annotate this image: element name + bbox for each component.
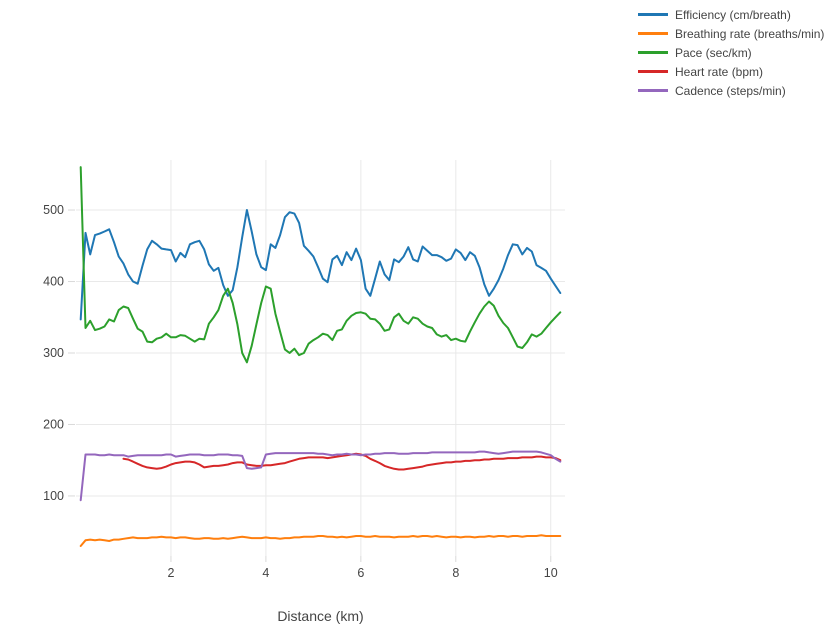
series-line-breathing-rate-breaths-min [79,534,562,547]
series-line-heart-rate-bpm [122,452,562,471]
axis-tick-labels: 100 200 300 400 500 2 4 6 8 10 [43,203,558,580]
legend-label: Heart rate (bpm) [675,64,764,79]
legend-line-swatch [638,70,668,73]
legend: Efficiency (cm/breath) Breathing rate (br… [638,5,824,100]
legend-line-swatch [638,51,668,54]
legend-label: Efficiency (cm/breath) [675,7,791,22]
series-line-efficiency-cm-breath [79,209,562,321]
legend-item-pace-sec-km[interactable]: Pace (sec/km) [638,43,824,62]
series-line-pace-sec-km [79,166,562,364]
legend-label: Pace (sec/km) [675,45,752,60]
x-tick-label: 4 [262,566,269,580]
gridlines [76,160,565,556]
y-tick-label: 300 [43,346,64,360]
data-series [79,166,562,547]
x-tick-label: 6 [357,566,364,580]
y-tick-label: 400 [43,275,64,289]
series-line-cadence-steps-min [79,450,562,502]
x-tick-label: 10 [544,566,558,580]
legend-label: Cadence (steps/min) [675,83,786,98]
legend-item-heart-rate-bpm[interactable]: Heart rate (bpm) [638,62,824,81]
x-tick-label: 8 [452,566,459,580]
x-tick-label: 2 [167,566,174,580]
legend-item-efficiency-cm-breath[interactable]: Efficiency (cm/breath) [638,5,824,24]
axis-ticks [68,209,552,562]
y-tick-label: 500 [43,203,64,217]
legend-line-swatch [638,13,668,16]
legend-item-cadence-steps-min[interactable]: Cadence (steps/min) [638,81,824,100]
y-tick-label: 100 [43,489,64,503]
x-axis-title: Distance (km) [277,608,364,624]
y-tick-label: 200 [43,417,64,431]
legend-line-swatch [638,32,668,35]
legend-line-swatch [638,89,668,92]
legend-item-breathing-rate-breaths-min[interactable]: Breathing rate (breaths/min) [638,24,824,43]
legend-label: Breathing rate (breaths/min) [675,26,825,41]
